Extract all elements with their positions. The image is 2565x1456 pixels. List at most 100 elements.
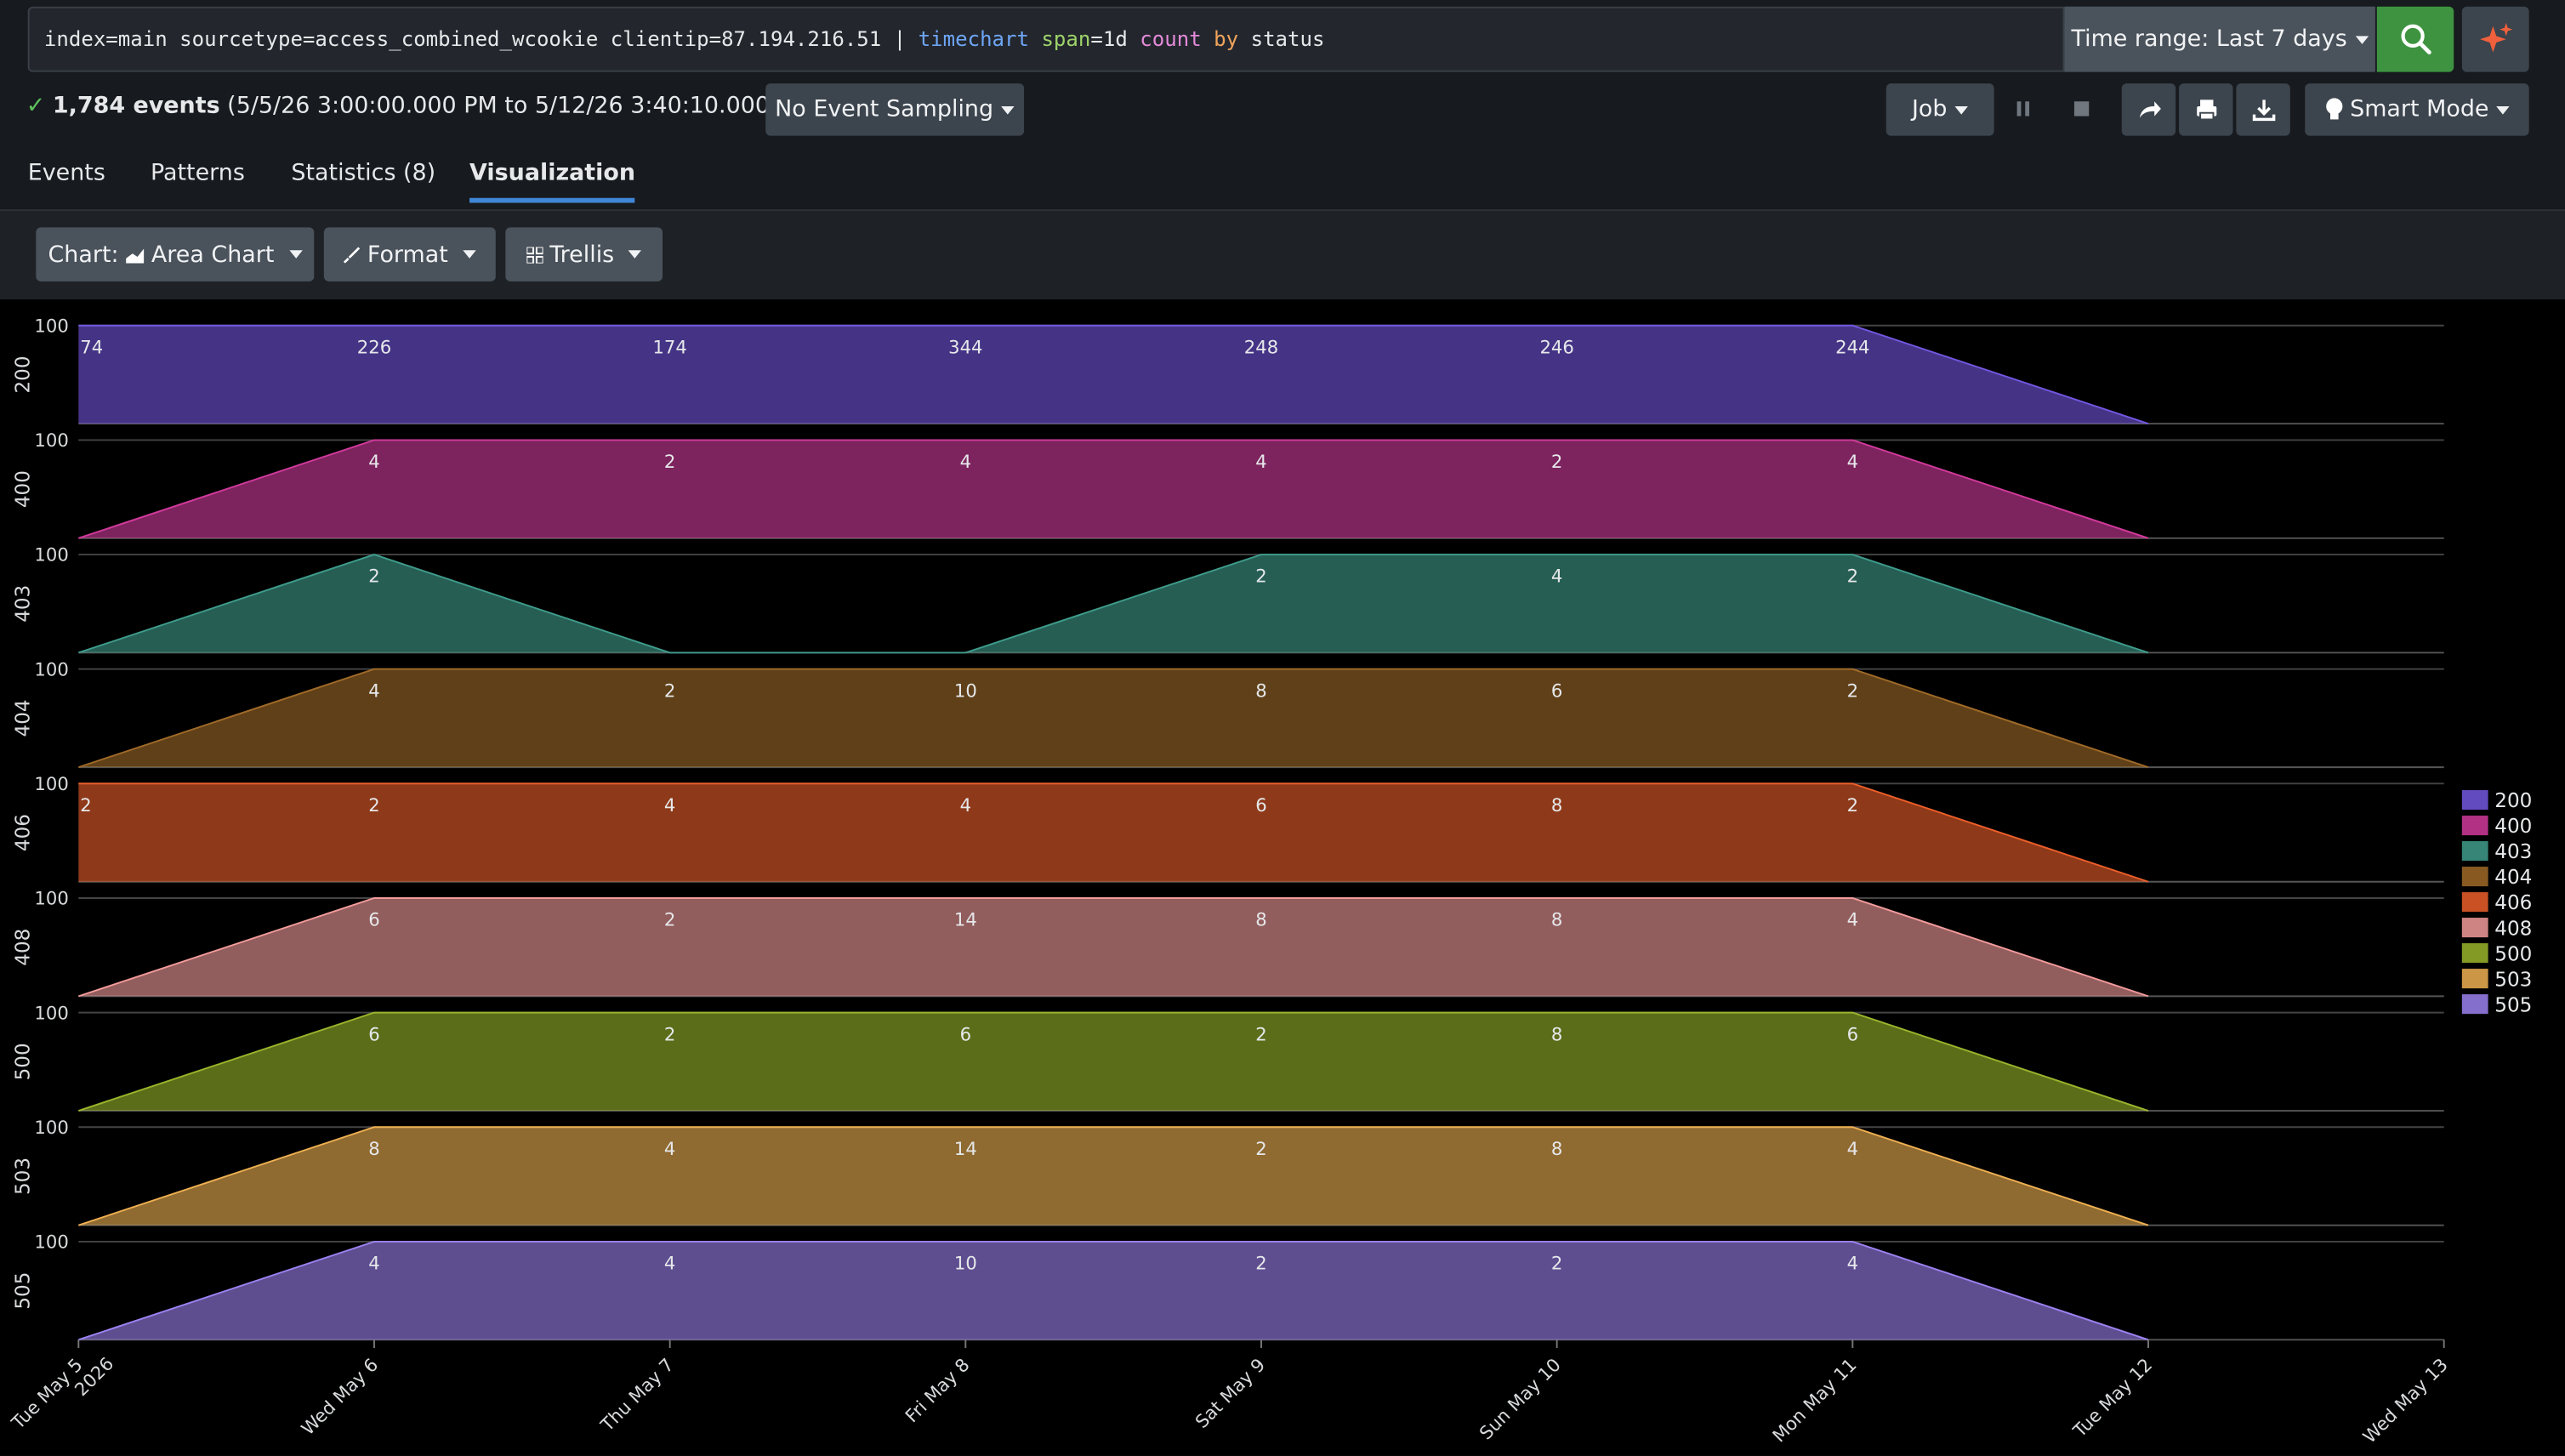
- value-label: 2: [1551, 451, 1562, 472]
- value-label: 2: [664, 909, 675, 930]
- value-label: 2: [368, 566, 379, 587]
- caret: [1001, 105, 1015, 114]
- value-label: 8: [1551, 794, 1562, 816]
- tab[interactable]: Statistics (8): [291, 160, 436, 187]
- value-label: 8: [1255, 680, 1266, 701]
- value-label: 4: [1847, 1138, 1858, 1159]
- area-line: [78, 897, 2149, 998]
- time-range-button[interactable]: Time range: Last 7 days: [2064, 6, 2375, 72]
- mode-button[interactable]: Smart Mode: [2305, 83, 2529, 136]
- caret: [1955, 105, 1969, 114]
- value-label: 10: [954, 680, 977, 701]
- caret: [463, 250, 476, 259]
- job-button[interactable]: Job: [1885, 83, 1994, 136]
- search-query: index=main sourcetype=access_combined_wc…: [44, 26, 1325, 51]
- x-tick-label: Wed May 6: [297, 1354, 382, 1439]
- panel-label: 406: [13, 814, 35, 851]
- ai-button[interactable]: [2461, 6, 2529, 72]
- legend-swatch: [2461, 969, 2488, 989]
- value-label: 4: [368, 1253, 379, 1274]
- y-tick-label: 100: [34, 544, 68, 566]
- panel-label: 505: [13, 1272, 35, 1310]
- print-button[interactable]: [2179, 83, 2233, 136]
- area: [78, 897, 2148, 997]
- tab[interactable]: Events: [27, 160, 105, 187]
- legend-swatch: [2461, 943, 2488, 964]
- value-label: 2: [664, 1023, 675, 1044]
- value-label: 8: [1551, 1023, 1562, 1044]
- y-tick-label: 100: [34, 658, 68, 680]
- query-token: =1d: [1090, 26, 1140, 51]
- value-label: 2: [1255, 1253, 1266, 1274]
- chart-type-button[interactable]: Chart: Area Chart: [36, 227, 315, 282]
- x-tick-label: Tue May 12: [2068, 1354, 2156, 1442]
- panel-label: 200: [13, 355, 35, 393]
- query-token: count: [1140, 26, 1202, 51]
- x-tick-label: Sun May 10: [1475, 1354, 1565, 1444]
- value-label: 2: [1255, 1023, 1266, 1044]
- value-label: 4: [1551, 566, 1562, 587]
- area-line: [78, 668, 2149, 769]
- legend-swatch: [2461, 841, 2488, 862]
- value-label: 74: [80, 336, 103, 357]
- area-line: [78, 324, 2149, 425]
- tab[interactable]: Visualization: [469, 161, 636, 203]
- time-range-label: Time range: Last 7 days: [2071, 26, 2347, 53]
- area: [78, 325, 2148, 424]
- x-tick-label: Thu May 7: [596, 1354, 678, 1436]
- area-line: [78, 1011, 2149, 1112]
- format-button[interactable]: Format: [323, 227, 496, 282]
- value-label: 2: [1847, 680, 1858, 701]
- legend-swatch: [2461, 790, 2488, 810]
- check-icon: ✓: [26, 93, 46, 120]
- area: [78, 668, 2148, 768]
- x-tick-label: Tue May 52026: [7, 1338, 118, 1449]
- share-icon: [2138, 101, 2160, 118]
- value-label: 8: [368, 1138, 379, 1159]
- legend-swatch: [2461, 816, 2488, 836]
- area: [78, 783, 2148, 882]
- value-label: 4: [960, 451, 971, 472]
- job-controls[interactable]: [2009, 95, 2107, 125]
- export-button[interactable]: [2236, 83, 2290, 136]
- area: [78, 1012, 2148, 1112]
- x-tick-label: Wed May 13: [2358, 1354, 2452, 1447]
- event-range: (5/5/26 3:00:00.000 PM to 5/12/26 3:40:1…: [227, 93, 820, 120]
- y-tick-label: 100: [34, 315, 68, 336]
- print-icon: [2196, 100, 2216, 121]
- value-label: 2: [664, 680, 675, 701]
- value-label: 8: [1255, 909, 1266, 930]
- area-icon: [126, 247, 145, 263]
- value-label: 248: [1244, 336, 1278, 357]
- value-label: 2: [1255, 566, 1266, 587]
- panel-label: 400: [13, 470, 35, 508]
- grid-icon: [526, 246, 543, 263]
- legend-label: 406: [2494, 892, 2532, 914]
- area-line: [78, 1240, 2149, 1341]
- legend-label: 505: [2494, 994, 2532, 1016]
- search-bar[interactable]: index=main sourcetype=access_combined_wc…: [27, 6, 2065, 72]
- trellis-button[interactable]: Trellis: [505, 227, 663, 282]
- bulb-icon: [2325, 98, 2342, 120]
- value-label: 4: [368, 680, 379, 701]
- value-label: 6: [960, 1023, 971, 1044]
- value-label: 4: [664, 1253, 675, 1274]
- legend-label: 500: [2494, 943, 2532, 965]
- search-button[interactable]: [2376, 6, 2454, 72]
- sampling-button[interactable]: No Event Sampling: [765, 83, 1025, 136]
- legend-label: 408: [2494, 918, 2532, 940]
- area-line: [78, 1126, 2149, 1226]
- area-line: [78, 554, 2149, 654]
- area-line: [78, 782, 2149, 883]
- query-token: status: [1238, 26, 1325, 51]
- tab[interactable]: Patterns: [150, 160, 245, 187]
- value-label: 4: [664, 1138, 675, 1159]
- trellis-label: Trellis: [549, 241, 615, 268]
- y-tick-label: 100: [34, 429, 68, 451]
- value-label: 6: [1847, 1023, 1858, 1044]
- share-button[interactable]: [2121, 83, 2176, 136]
- value-label: 4: [960, 794, 971, 816]
- value-label: 2: [80, 794, 91, 816]
- panel-label: 408: [13, 929, 35, 966]
